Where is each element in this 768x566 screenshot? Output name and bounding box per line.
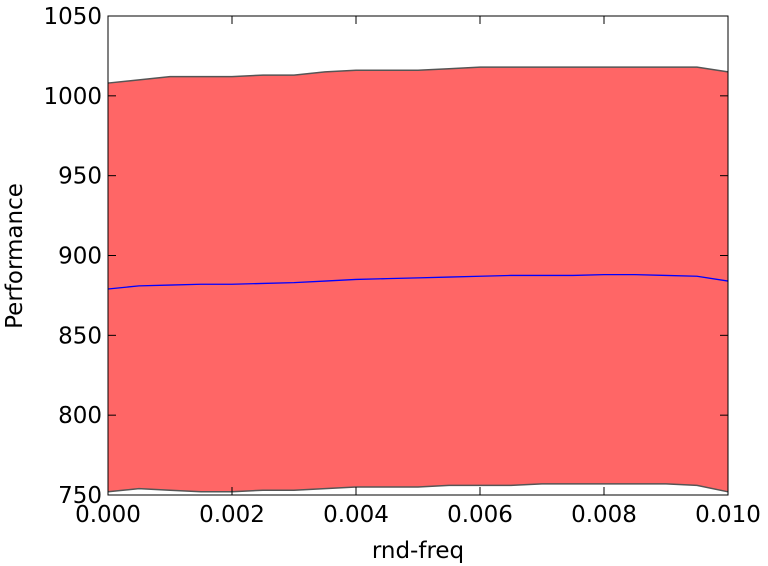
band-edge	[107, 483, 729, 493]
y-tick-label: 950	[58, 164, 102, 190]
x-tick-label: 0.004	[323, 502, 389, 528]
x-tick-label: 0.008	[571, 502, 637, 528]
y-tick-label: 900	[58, 244, 102, 270]
y-axis-label: Performance	[2, 183, 28, 329]
x-tick-label: 0.002	[199, 502, 265, 528]
y-tick-label: 850	[58, 323, 102, 349]
band-area	[108, 67, 728, 492]
band-edge	[107, 66, 729, 84]
y-tick-label: 800	[58, 403, 102, 429]
y-tick-label: 1000	[43, 84, 102, 110]
series-line	[107, 274, 729, 290]
x-tick-label: 0.000	[75, 502, 141, 528]
y-tick-label: 1050	[43, 4, 102, 30]
x-tick-label: 0.010	[695, 502, 761, 528]
x-axis-label: rnd-freq	[372, 538, 464, 564]
x-tick-label: 0.006	[447, 502, 513, 528]
y-tick-label: 750	[58, 483, 102, 509]
